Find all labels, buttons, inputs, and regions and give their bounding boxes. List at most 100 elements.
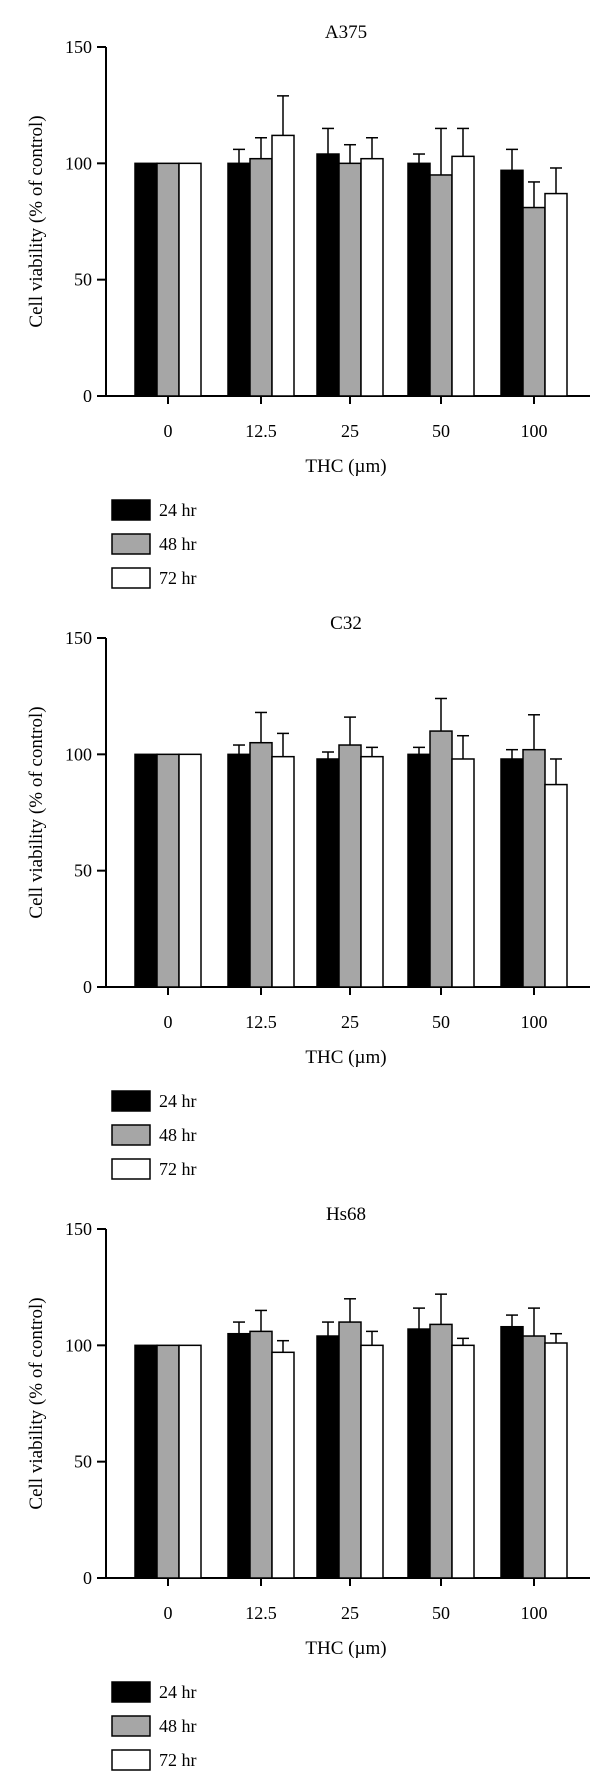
bar-48-hr-12.5 xyxy=(249,741,273,988)
chart-hs68: Hs68 0 50 100 150 Cell viability (% of contro… xyxy=(26,1204,590,1771)
bar-48-hr-100 xyxy=(522,206,546,397)
y-axis-label: Cell viability (% of control) xyxy=(26,115,47,327)
x-tick-label: 50 xyxy=(432,1603,450,1623)
x-tick-label: 100 xyxy=(521,421,548,441)
bar-72-hr-50 xyxy=(451,155,475,397)
bar-48-hr-0 xyxy=(156,162,180,397)
x-tick-label: 12.5 xyxy=(245,1012,277,1032)
legend-swatch xyxy=(111,1715,151,1737)
x-tick-label: 50 xyxy=(432,1012,450,1032)
bar-48-hr-50 xyxy=(429,174,453,397)
x-axis-label: THC (µm) xyxy=(305,1638,386,1659)
y-tick-label: 100 xyxy=(65,744,92,764)
legend-swatch xyxy=(111,1090,151,1112)
bar-72-hr-100 xyxy=(544,1342,568,1579)
bar-24-hr-0 xyxy=(134,753,158,988)
chart-panel-hs68: Hs68 0 50 100 150 Cell viability (% of contro… xyxy=(0,1182,600,1773)
y-tick-label: 50 xyxy=(74,270,92,290)
y-tick-label: 100 xyxy=(65,153,92,173)
bar-24-hr-12.5 xyxy=(227,753,251,988)
bar-72-hr-50 xyxy=(451,1344,475,1579)
bar-24-hr-50 xyxy=(407,162,431,397)
bar-24-hr-100 xyxy=(500,1325,524,1579)
bar-72-hr-0 xyxy=(178,162,202,397)
legend-label: 48 hr xyxy=(159,1716,197,1736)
bar-24-hr-0 xyxy=(134,162,158,397)
x-axis-label: THC (µm) xyxy=(305,1047,386,1068)
bar-24-hr-25 xyxy=(316,758,340,988)
legend-label: 24 hr xyxy=(159,1682,197,1702)
bar-48-hr-12.5 xyxy=(249,1330,273,1579)
bar-72-hr-12.5 xyxy=(271,755,295,988)
bar-24-hr-50 xyxy=(407,1328,431,1579)
chart-title: A375 xyxy=(325,22,367,43)
legend-label: 72 hr xyxy=(159,568,197,588)
bar-48-hr-100 xyxy=(522,748,546,988)
y-tick-label: 150 xyxy=(65,628,92,648)
bar-72-hr-25 xyxy=(360,1344,384,1579)
y-axis-label: Cell viability (% of control) xyxy=(26,1297,47,1509)
y-tick-label: 150 xyxy=(65,37,92,57)
x-tick-label: 25 xyxy=(341,1603,359,1623)
legend-label: 24 hr xyxy=(159,1091,197,1111)
x-axis-label: THC (µm) xyxy=(305,456,386,477)
x-tick-label: 50 xyxy=(432,421,450,441)
bar-48-hr-100 xyxy=(522,1335,546,1579)
x-tick-label: 25 xyxy=(341,1012,359,1032)
x-tick-label: 0 xyxy=(164,1603,173,1623)
y-axis-label: Cell viability (% of control) xyxy=(26,706,47,918)
y-tick-label: 50 xyxy=(74,1452,92,1472)
x-tick-label: 0 xyxy=(164,1012,173,1032)
legend-swatch xyxy=(111,567,151,589)
legend-label: 24 hr xyxy=(159,500,197,520)
bar-24-hr-12.5 xyxy=(227,162,251,397)
bar-48-hr-0 xyxy=(156,753,180,988)
legend-swatch xyxy=(111,1681,151,1703)
y-tick-label: 0 xyxy=(83,977,92,997)
chart-title: Hs68 xyxy=(326,1204,366,1225)
bar-48-hr-25 xyxy=(338,162,362,397)
bar-72-hr-25 xyxy=(360,755,384,988)
bar-72-hr-0 xyxy=(178,753,202,988)
x-tick-label: 12.5 xyxy=(245,421,277,441)
x-tick-label: 25 xyxy=(341,421,359,441)
bar-72-hr-50 xyxy=(451,758,475,988)
bar-48-hr-0 xyxy=(156,1344,180,1579)
chart-title: C32 xyxy=(330,613,362,634)
bar-72-hr-0 xyxy=(178,1344,202,1579)
legend-swatch xyxy=(111,533,151,555)
legend-label: 72 hr xyxy=(159,1159,197,1179)
bar-24-hr-100 xyxy=(500,758,524,988)
bar-24-hr-25 xyxy=(316,1335,340,1579)
bar-48-hr-50 xyxy=(429,730,453,988)
legend-swatch xyxy=(111,1749,151,1771)
bar-24-hr-25 xyxy=(316,153,340,397)
bar-72-hr-12.5 xyxy=(271,1351,295,1579)
legend-swatch xyxy=(111,499,151,521)
legend-swatch xyxy=(111,1158,151,1180)
y-tick-label: 0 xyxy=(83,1568,92,1588)
bar-24-hr-50 xyxy=(407,753,431,988)
chart-panel-c32: C32 0 50 100 150 Cell viability (% of control… xyxy=(0,591,600,1182)
y-tick-label: 150 xyxy=(65,1219,92,1239)
y-tick-label: 100 xyxy=(65,1335,92,1355)
bar-24-hr-0 xyxy=(134,1344,158,1579)
bar-48-hr-25 xyxy=(338,1321,362,1579)
legend-swatch xyxy=(111,1124,151,1146)
chart-a375: A375 0 50 100 150 Cell viability (% of contro… xyxy=(26,22,590,589)
y-tick-label: 0 xyxy=(83,386,92,406)
bar-48-hr-12.5 xyxy=(249,157,273,397)
chart-panel-a375: A375 0 50 100 150 Cell viability (% of contro… xyxy=(0,0,600,591)
x-tick-label: 0 xyxy=(164,421,173,441)
chart-c32: C32 0 50 100 150 Cell viability (% of control… xyxy=(26,613,590,1180)
bar-72-hr-100 xyxy=(544,783,568,988)
x-tick-label: 100 xyxy=(521,1603,548,1623)
bar-72-hr-25 xyxy=(360,157,384,397)
bar-72-hr-12.5 xyxy=(271,134,295,397)
bar-72-hr-100 xyxy=(544,192,568,397)
x-tick-label: 12.5 xyxy=(245,1603,277,1623)
bar-48-hr-50 xyxy=(429,1323,453,1579)
y-tick-label: 50 xyxy=(74,861,92,881)
legend-label: 72 hr xyxy=(159,1750,197,1770)
bar-24-hr-100 xyxy=(500,169,524,397)
